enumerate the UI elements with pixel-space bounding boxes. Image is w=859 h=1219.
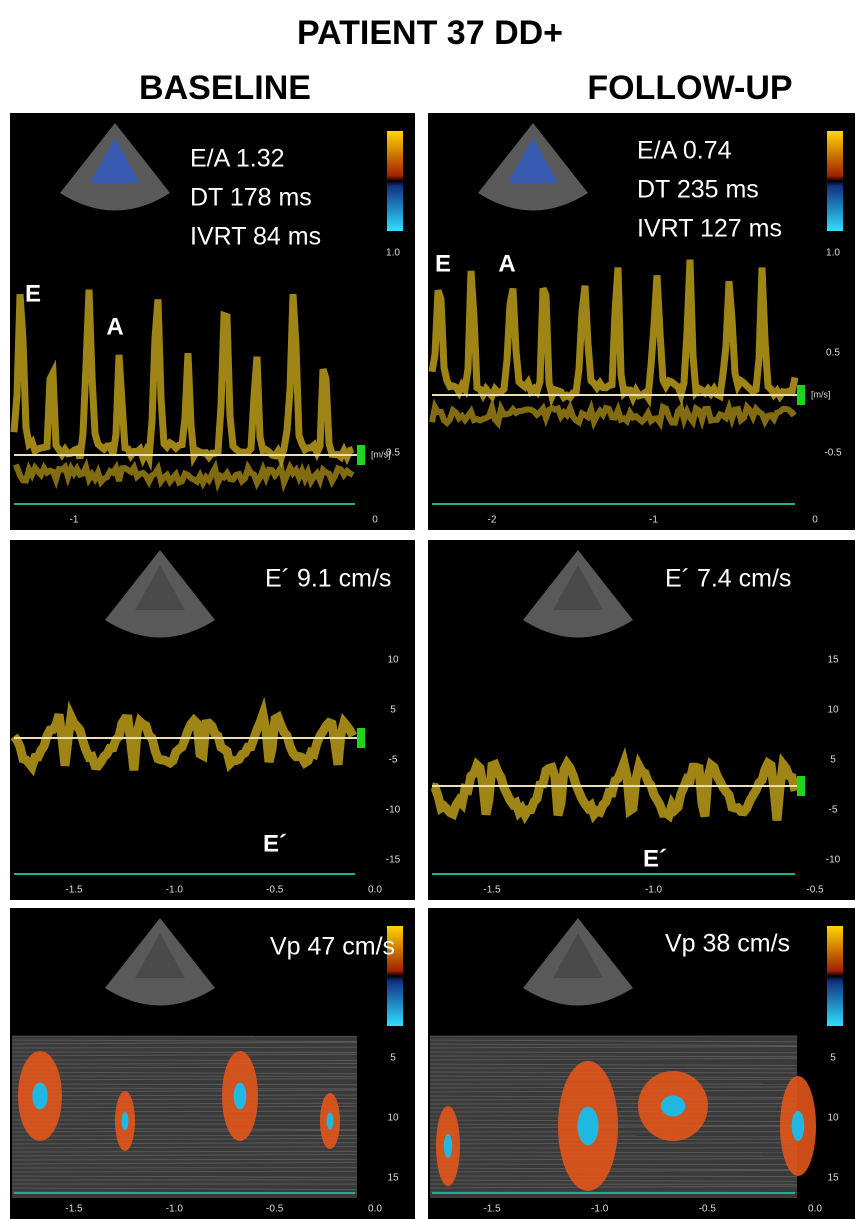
time-label: -1.0 [166,885,184,896]
flow-core [32,1083,47,1110]
panel: Vp 47 cm/s 5 10 15 -1.5 -1.0 -0.5 0.0 [10,908,415,1219]
time-label: -0.5 [699,1204,717,1215]
column-header: FOLLOW-UP [587,69,792,107]
scale-label: 15 [387,1173,399,1184]
measurement: E´ 9.1 cm/s [265,565,391,593]
panel: E/A 0.74 DT 235 ms IVRT 127 ms 1.0 0.5 -0.5 -2… [428,113,855,530]
scale-label: -5 [389,755,398,766]
scale-label: -0.5 [824,448,842,459]
mmode-texture [12,1135,357,1136]
mmode-texture [430,1164,797,1165]
color-bar [827,131,843,231]
time-label: -1.0 [591,1204,609,1215]
flow-core [234,1083,247,1110]
time-label: -1 [70,515,79,526]
time-label: -0.5 [266,885,284,896]
panel-background [428,540,855,900]
time-label: -1.5 [483,1204,501,1215]
scale-label: 10 [827,705,839,716]
time-label: -0.5 [806,885,824,896]
scale-label: 5 [390,705,396,716]
baseline-marker [797,776,805,796]
flow-core [122,1112,129,1130]
time-label: 0.0 [368,885,382,896]
color-bar [387,131,403,231]
measurement: IVRT 127 ms [637,215,782,243]
scale-label: 1.0 [386,248,400,259]
scale-label: 10 [387,655,399,666]
measurement: DT 178 ms [190,184,312,212]
wave-label: E´ [263,830,287,857]
scale-label: 10 [387,1113,399,1124]
scale-label: 15 [827,1173,839,1184]
mmode-texture [12,1060,357,1061]
scale-label: 15 [827,655,839,666]
flow-core [444,1134,452,1158]
time-label: 0 [372,515,378,526]
measurement: E/A 0.74 [637,137,732,165]
scale-label: 5 [390,1053,396,1064]
scale-label: 10 [827,1113,839,1124]
wave-label: E´ [643,845,667,872]
baseline-marker [357,445,365,465]
figure-title: PATIENT 37 DD+ [297,14,563,52]
flow-core [792,1111,805,1141]
mmode-texture [12,1103,357,1104]
time-label: -1.5 [483,885,501,896]
measurement: Vp 38 cm/s [665,930,790,958]
time-label: 0 [812,515,818,526]
time-label: -1.0 [166,1204,184,1215]
figure: PATIENT 37 DD+ BASELINE FOLLOW-UP E/A 1.… [0,0,859,1219]
time-label: -1.5 [65,885,83,896]
mmode-texture [430,1176,797,1177]
mmode-texture [430,1079,797,1080]
measurement: E/A 1.32 [190,145,285,173]
measurement: Vp 47 cm/s [270,933,395,961]
mmode-texture [12,1063,357,1064]
panel: E´ 7.4 cm/s 15 10 5 -5 -10 -1.5 -1.0 -0.5 E´ [428,540,855,900]
scale-label: -5 [829,805,838,816]
time-label: -2 [488,515,497,526]
scale-label: -15 [386,855,401,866]
scale-label: 5 [830,1053,836,1064]
time-label: 0.0 [808,1204,822,1215]
measurement: IVRT 84 ms [190,223,321,251]
flow-core [327,1113,334,1130]
mmode-texture [12,1151,357,1152]
panel: Vp 38 cm/s 5 10 15 -1.5 -1.0 -0.5 0.0 [428,908,855,1219]
scale-label: 0.5 [826,348,840,359]
mmode-texture [430,1056,797,1057]
wave-label: E [25,280,41,307]
wave-label: A [106,313,123,340]
color-bar [827,926,843,1026]
time-label: -1.5 [65,1204,83,1215]
scale-label: 1.0 [826,248,840,259]
flow-core [578,1107,599,1146]
column-header: BASELINE [139,69,311,107]
time-label: 0.0 [368,1204,382,1215]
panel: E/A 1.32DT 178 msIVRT 84 ms1.00.5-10[m/s… [10,113,415,530]
baseline-marker [797,385,805,405]
time-label: -1 [649,515,658,526]
wave-label: A [498,250,515,277]
panel: E´ 9.1 cm/s 10 5 -5 -10 -15 -1.5 -1.0 -0.5 0.0 E´ [10,540,415,900]
measurement: E´ 7.4 cm/s [665,565,791,593]
time-label: -0.5 [266,1204,284,1215]
mmode-texture [12,1159,357,1160]
scale-label: 5 [830,755,836,766]
scale-label: -10 [826,855,841,866]
unit-label: [m/s] [811,389,831,399]
time-label: -1.0 [645,885,663,896]
baseline-marker [357,728,365,748]
flow-core [661,1096,686,1117]
measurement: DT 235 ms [637,176,759,204]
scale-label: -10 [386,805,401,816]
wave-label: E [435,250,451,277]
unit-label: [m/s] [371,449,391,459]
